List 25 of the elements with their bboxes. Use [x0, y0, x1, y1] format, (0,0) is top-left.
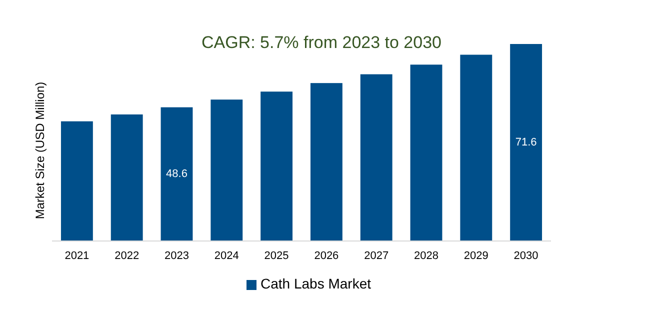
x-tick-label: 2028 [414, 250, 438, 262]
bar [160, 107, 193, 241]
bar [460, 54, 492, 241]
bar [410, 64, 442, 241]
x-tick-label: 2024 [214, 250, 239, 262]
x-tick-label: 2030 [514, 250, 538, 262]
x-tick-label: 2026 [314, 250, 339, 262]
x-tick-label: 2023 [164, 250, 189, 262]
chart-title: CAGR: 5.7% from 2023 to 2030 [201, 33, 442, 52]
x-tick-label: 2022 [114, 250, 140, 262]
x-tick-label: 2021 [64, 250, 90, 262]
bar [110, 114, 143, 241]
data-label: 48.6 [166, 168, 188, 180]
bar [360, 74, 392, 241]
y-axis-title: Market Size (USD Million) [33, 82, 47, 220]
x-tick-label: 2027 [364, 250, 389, 262]
bar [510, 44, 542, 241]
x-tick-label: 2029 [464, 250, 488, 262]
legend-label: Cath Labs Market [260, 276, 372, 292]
bar [310, 83, 342, 241]
bar [260, 92, 293, 241]
x-tick-label: 2025 [264, 250, 289, 262]
data-label: 71.6 [515, 136, 537, 148]
bar [60, 121, 93, 241]
bar [210, 100, 243, 241]
